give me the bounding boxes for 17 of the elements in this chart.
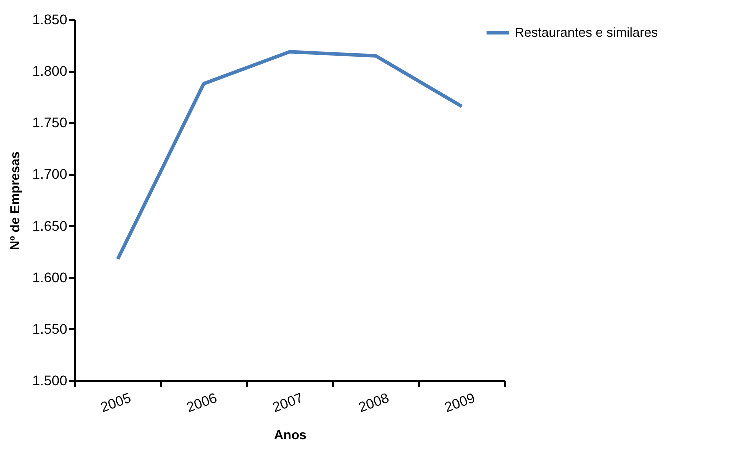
y-tick-label: 1.650: [32, 218, 68, 234]
y-tick-label: 1.800: [32, 63, 68, 80]
x-tick-label: 2007: [270, 390, 306, 416]
x-tick-label: 2005: [98, 390, 134, 416]
y-tick-label: 1.550: [32, 320, 68, 337]
x-tick-label: 2008: [356, 390, 392, 416]
y-tick-label: 1.500: [32, 372, 68, 388]
line-series: [116, 50, 464, 262]
y-tick-label: 1.700: [32, 166, 68, 182]
legend-label: Restaurantes e similares: [515, 25, 659, 40]
y-tick-label: 1.600: [32, 269, 68, 286]
x-tick-label: 2006: [184, 390, 220, 416]
x-tick-label: 2009: [442, 390, 478, 416]
y-axis-title: Nº de Empresas: [7, 152, 22, 250]
y-tick-label: 1.750: [32, 114, 68, 131]
x-axis-title: Anos: [274, 427, 307, 442]
y-tick-label: 1.850: [32, 12, 68, 28]
